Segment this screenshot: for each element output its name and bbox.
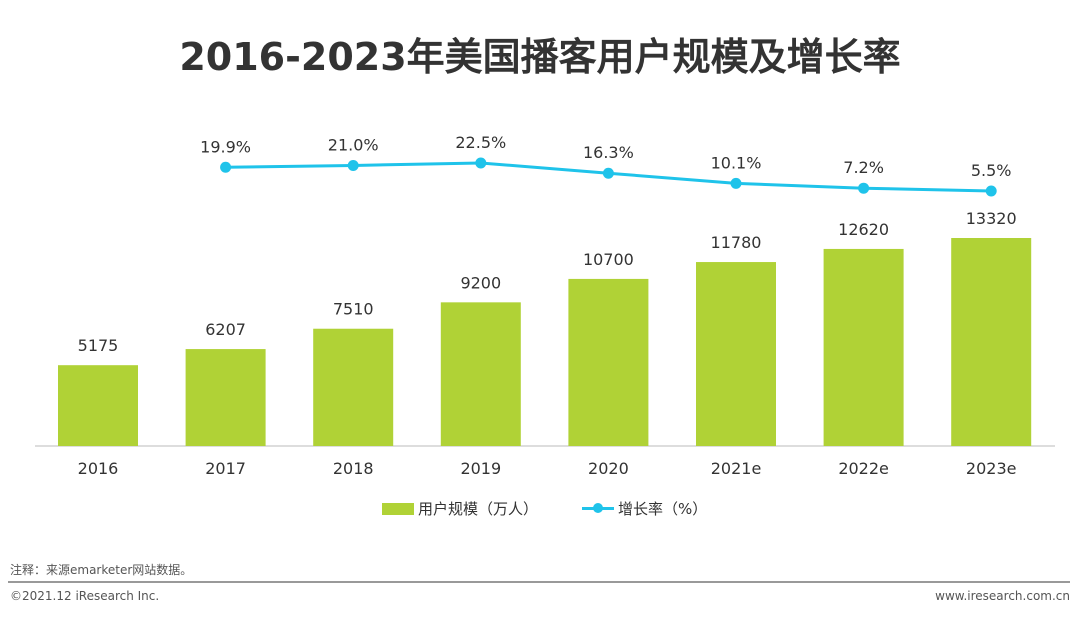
- legend-line-swatch: [582, 503, 615, 513]
- x-tick-label: 2018: [333, 459, 374, 478]
- growth-point-2018: [347, 159, 359, 171]
- legend-bar-label: 用户规模（万人）: [418, 500, 539, 518]
- x-tick-label: 2017: [205, 459, 246, 478]
- bar-value-label: 10700: [583, 250, 634, 269]
- legend: 用户规模（万人） 增长率（%）: [382, 498, 707, 519]
- bar-value-label: 12620: [838, 220, 889, 239]
- copyright: ©2021.12 iResearch Inc.: [10, 589, 160, 603]
- legend-line-label: 增长率（%）: [618, 500, 708, 518]
- footnote: 注释：来源emarketer网站数据。: [10, 563, 193, 577]
- bar-2021e: [696, 262, 776, 446]
- bar-2017: [185, 349, 266, 446]
- x-tick-label: 2016: [78, 459, 119, 478]
- growth-value-label: 21.0%: [328, 135, 379, 154]
- bar-value-label: 6207: [205, 320, 246, 339]
- website: www.iresearch.com.cn: [935, 589, 1070, 603]
- x-tick-label: 2023e: [966, 459, 1017, 478]
- bar-2020: [568, 278, 649, 446]
- growth-value-label: 16.3%: [583, 143, 634, 162]
- growth-point-2020: [602, 167, 614, 179]
- chart-title: 2016-2023年美国播客用户规模及增长率: [179, 35, 901, 79]
- bar-2019: [440, 302, 521, 446]
- bar-2022e: [823, 248, 904, 446]
- legend-bar-swatch: [382, 502, 414, 515]
- x-tick-label: 2022e: [838, 459, 889, 478]
- growth-value-label: 22.5%: [455, 133, 506, 152]
- growth-value-label: 5.5%: [971, 161, 1012, 180]
- growth-value-label: 7.2%: [843, 158, 884, 177]
- footer-divider: [8, 581, 1070, 583]
- bar-value-label: 5175: [78, 336, 119, 355]
- bar-value-label: 7510: [333, 300, 374, 319]
- x-tick-label: 2020: [588, 459, 629, 478]
- bar-2016: [58, 365, 138, 446]
- x-tick-label: 2019: [460, 459, 501, 478]
- growth-value-label: 19.9%: [200, 137, 251, 156]
- bar-2023e: [951, 238, 1032, 446]
- bar-value-label: 13320: [966, 209, 1017, 228]
- growth-point-2023e: [985, 185, 997, 197]
- bar-value-label: 9200: [460, 273, 501, 292]
- growth-point-2021e: [730, 177, 742, 189]
- growth-point-2017: [220, 161, 232, 173]
- growth-point-2019: [475, 157, 487, 169]
- growth-value-label: 10.1%: [711, 153, 762, 172]
- bar-value-label: 11780: [711, 233, 762, 252]
- x-tick-label: 2021e: [711, 459, 762, 478]
- bar-2018: [313, 328, 394, 446]
- growth-point-2022e: [858, 182, 870, 194]
